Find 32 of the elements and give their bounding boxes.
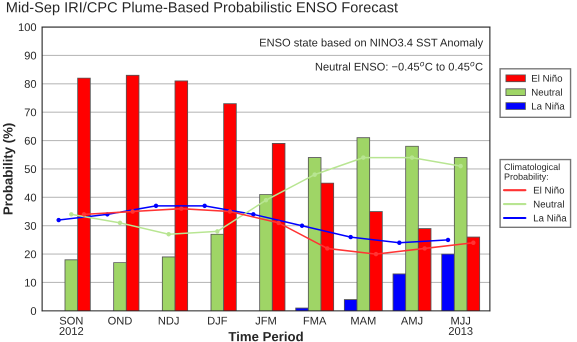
legend-label: La Niña (532, 102, 565, 110)
x-tick-label: AMJ (400, 316, 422, 325)
annotation: Neutral ENSO: −0.45$^{o}$C to 0.45$^{o}$C (316, 62, 483, 71)
x-tick-label: FMA (304, 316, 326, 324)
y-tick-label: 40 (24, 194, 36, 202)
x-tick-label: NDJ (158, 316, 179, 325)
x-tick-label: JFM (255, 316, 276, 325)
legend-label: El Niño (532, 74, 562, 82)
y-tick-label: 20 (24, 250, 36, 258)
x-tick-label: DJF (208, 316, 228, 325)
x-tick-label: OND (108, 316, 132, 325)
y-tick-label: 50 (24, 165, 36, 174)
x-tick-label: SON 2012 (60, 316, 84, 335)
y-axis-title: Probability (%) (2, 123, 16, 214)
y-tick-label: 100 (18, 23, 36, 32)
y-tick-label: 70 (24, 108, 36, 116)
legend-label: Neutral (532, 88, 562, 96)
legend-label: Neutral (534, 200, 564, 208)
y-tick-label: 30 (24, 222, 36, 230)
y-tick-label: 0 (30, 307, 36, 316)
x-tick-label: MAM (351, 316, 376, 324)
annotation: ENSO state based on NINO3.4 SST Anomaly (260, 38, 484, 49)
y-tick-label: 10 (25, 278, 36, 287)
x-tick-label: MJJ 2013 (448, 316, 473, 335)
x-axis-title: Time Period (228, 332, 303, 342)
y-tick-label: 80 (24, 80, 36, 88)
legend-title: Climatological Probability: (504, 164, 560, 182)
chart-title: Mid-Sep IRI/CPC Plume-Based Probabilistic ENSO Forecast (6, 2, 398, 16)
legend-label: La Niña (534, 214, 567, 222)
legend-label: El Niño (534, 186, 564, 194)
y-tick-label: 90 (24, 52, 36, 60)
y-tick-label: 60 (24, 136, 36, 145)
